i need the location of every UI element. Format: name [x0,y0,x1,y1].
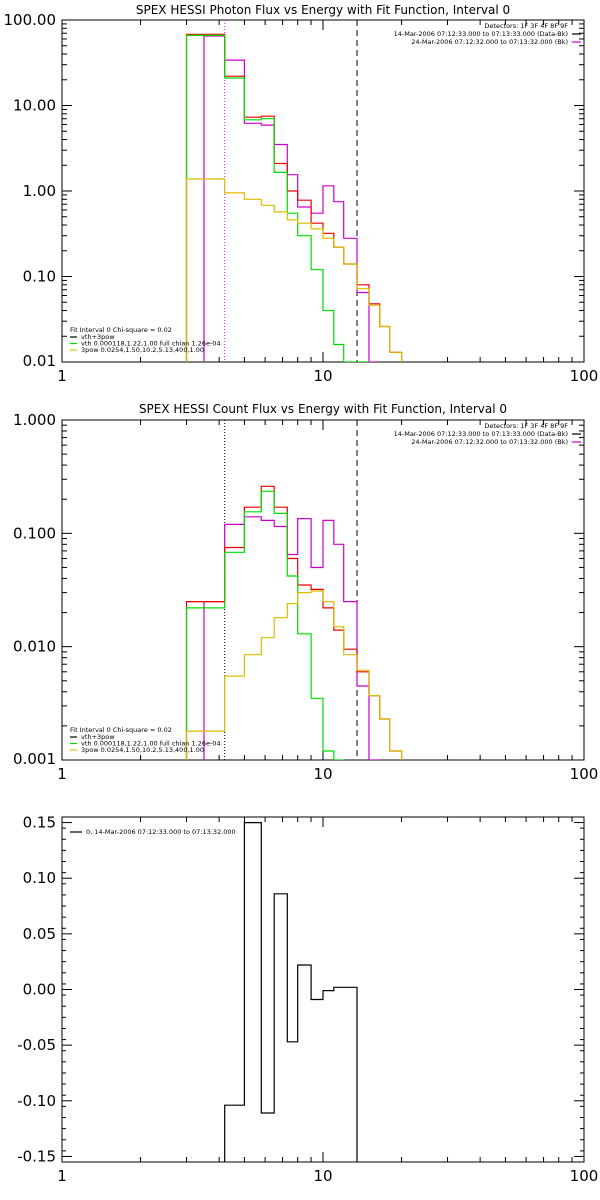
info-line: 24-Mar-2006 07:12:32.000 to 07:13:32.000… [411,438,568,446]
series-data-line [203,516,380,760]
y-tick-label: 0.001 [13,750,56,768]
legend-entry: 3pow 0.0254,1.50,10.2,5.13,400,1.00 [81,746,204,754]
legend-header: Fit Interval 0 Chi-square = 0.02 [70,726,172,734]
legend-entry: vth 0.000118,1.22,1.00 full chian 1.26e-… [81,340,221,348]
y-tick-label: 0.05 [23,925,56,943]
series-vth-line [185,34,369,362]
x-tick-label: 100 [570,1167,599,1185]
legend-entry: vth+3pow [81,733,115,741]
series-data-line [203,35,380,362]
x-tick-label: 10 [313,765,332,783]
y-tick-label: 0.010 [13,638,56,656]
info-line: 14-Mar-2006 07:12:33.000 to 07:13:33.000… [394,430,568,438]
y-tick-label: 0.01 [23,352,56,370]
y-tick-label: 0.100 [13,524,56,542]
legend-entry: 3pow 0.0254,1.50,10.2,5.13,400,1.00 [81,346,204,354]
y-tick-label: -0.05 [17,1036,56,1054]
x-tick-label: 10 [313,367,332,385]
y-tick-label: 0.10 [23,268,56,286]
chart-panel-2: 1 10 100 -0.15 -0.10 -0.05 0.00 0.05 0.10 0.15 0, … [17,814,598,1185]
x-tick-label: 100 [570,367,599,385]
legend-header: Fit Interval 0 Chi-square = 0.02 [70,326,172,334]
chart-panel-0: SPEX HESSI Photon Flux vs Energy with Fi… [4,3,599,385]
y-tick-label: 10.00 [13,97,56,115]
y-tick-label: 1.00 [23,182,56,200]
series-residuals-line [224,822,358,1162]
chart-title: SPEX HESSI Photon Flux vs Energy with Fi… [136,3,510,17]
x-tick-label: 100 [570,765,599,783]
y-tick-label: -0.15 [17,1147,56,1165]
y-tick-label: 0.15 [23,814,56,832]
info-line: 24-Mar-2006 07:12:32.000 to 07:13:32.000… [411,38,568,46]
y-tick-label: 100.00 [4,11,57,29]
y-tick-label: 1.000 [13,411,56,429]
series-3pow-line [185,178,403,362]
x-tick-label: 10 [313,1167,332,1185]
x-tick-label: 1 [57,1167,67,1185]
info-line: Detectors: 1F 3F 4F 8F 9F [484,422,568,430]
series-vth-line [185,490,344,760]
y-tick-label: 0.10 [23,869,56,887]
plot-frame [61,816,585,1163]
y-tick-label: 0.00 [23,981,56,999]
chart-title: SPEX HESSI Count Flux vs Energy with Fit… [139,402,507,416]
legend-entry: 0, 14-Mar-2006 07:12:33.000 to 07:13:32.… [86,828,236,836]
legend-entry: vth+3pow [81,333,115,341]
info-line: Detectors: 1F 3F 4F 8F 9F [484,22,568,30]
y-tick-label: -0.10 [17,1092,56,1110]
info-line: 14-Mar-2006 07:12:33.000 to 07:13:33.000… [394,30,568,38]
series-3pow-line [185,590,403,760]
chart-panel-1: SPEX HESSI Count Flux vs Energy with Fit… [13,402,598,783]
x-tick-label: 1 [57,765,67,783]
x-tick-label: 1 [57,367,67,385]
legend-entry: vth 0.000118,1.22,1.00 full chian 1.26e-… [81,740,221,748]
